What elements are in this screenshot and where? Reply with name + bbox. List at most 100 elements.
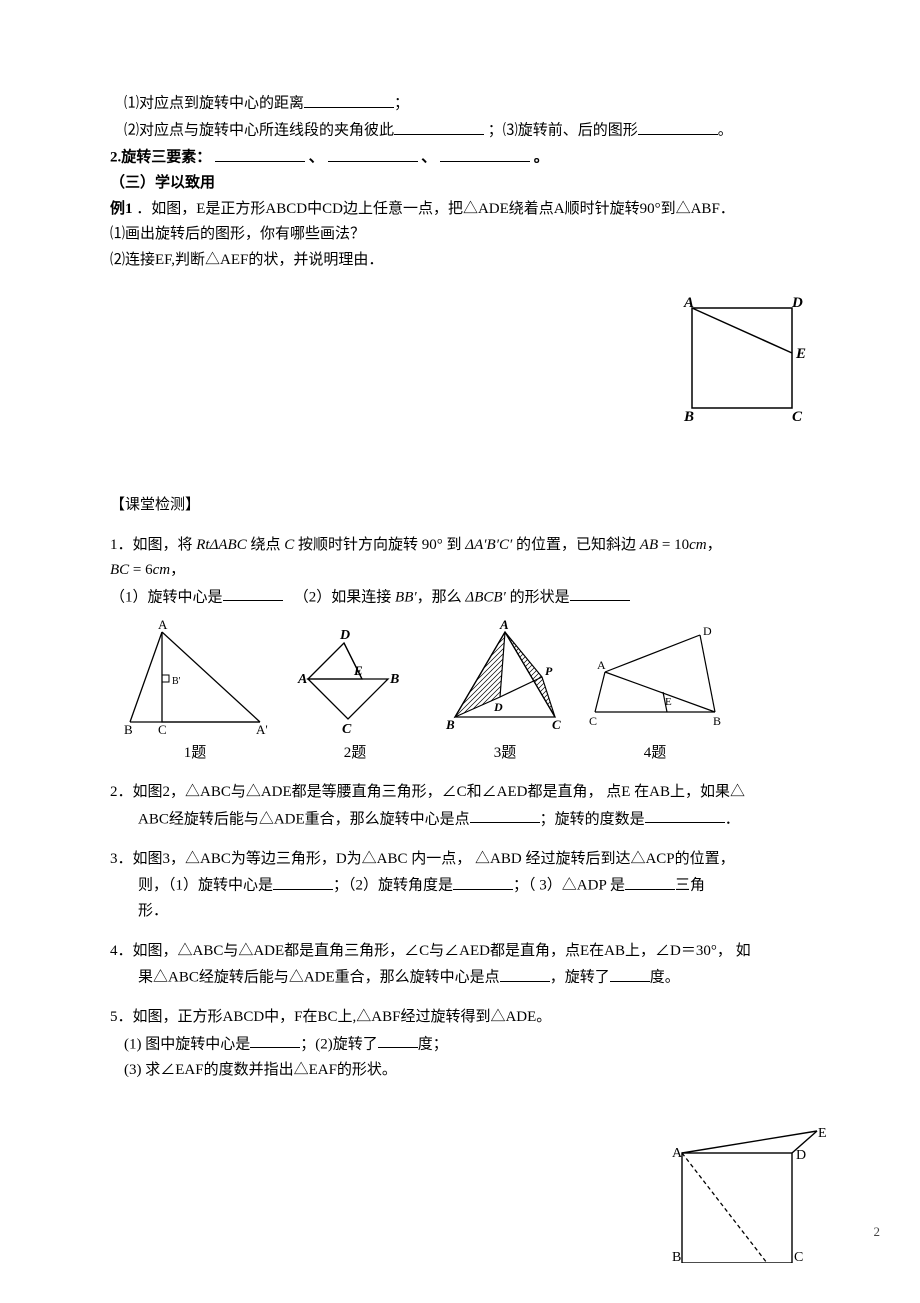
caption-4: 4题 (580, 741, 730, 767)
figure-4: A B C D E (580, 617, 730, 737)
txt: ⑴对应点到旋转中心的距离 (124, 96, 304, 112)
svg-text:P: P (545, 664, 553, 678)
intro-line2: ⑵对应点与旋转中心所连线段的夹角彼此 ；⑶旋转前、后的图形。 (110, 117, 822, 144)
svg-text:A: A (597, 658, 606, 672)
svg-text:C: C (552, 717, 561, 732)
caption-row: 1题 2题 3题 4题 (110, 741, 822, 767)
blank[interactable] (470, 806, 540, 824)
txt: AB = 10cm (640, 537, 707, 553)
intro-line1: ⑴对应点到旋转中心的距离 ； (110, 90, 822, 117)
txt: ． (725, 811, 740, 827)
txt: 到 (443, 537, 466, 553)
txt: 三角 (675, 878, 705, 894)
txt: ．如图，E是正方形ABCD中CD边上任意一点，把△ADE绕着点A顺时针旋转90°… (136, 201, 735, 217)
txt: C (284, 537, 294, 553)
figure-square: A D E B C (110, 293, 812, 433)
caption-3: 3题 (430, 741, 580, 767)
square-svg: A D E B C (672, 293, 812, 433)
txt: 则，（1）旋转中心是 (138, 878, 273, 894)
txt: 果△ABC经旋转后能与△ADE重合，那么旋转中心是点 (138, 970, 500, 986)
label-E: E (818, 1126, 827, 1141)
blank[interactable] (625, 872, 675, 890)
txt: ΔA′B′C′ (465, 537, 512, 553)
txt: 3．如图3，△ABC为等边三角形，D为△ABC 内一点， △ABD 经过旋转后到… (110, 851, 735, 867)
caption-2: 2题 (280, 741, 430, 767)
blank[interactable] (570, 584, 630, 602)
blank[interactable] (500, 964, 550, 982)
figure-q5: A D E C B (110, 1123, 832, 1263)
txt: 度。 (650, 970, 680, 986)
figure-3: A B C D P (430, 617, 580, 737)
blank[interactable] (440, 144, 530, 162)
blank[interactable] (638, 117, 718, 135)
txt: ； (394, 96, 409, 112)
txt: 2.旋转三要素： (110, 150, 211, 166)
blank[interactable] (223, 584, 283, 602)
txt: (3) 求∠EAF的度数并指出△EAF的形状。 (124, 1062, 397, 1078)
label-D: D (796, 1148, 806, 1163)
txt: 4．如图，△ABC与△ADE都是直角三角形，∠C与∠AED都是直角，点E在AB上… (110, 943, 751, 959)
txt: 90° (422, 537, 443, 553)
txt: ；(2)旋转了 (300, 1036, 378, 1052)
blank[interactable] (215, 144, 305, 162)
blank[interactable] (273, 872, 333, 890)
svg-text:C: C (342, 722, 352, 737)
txt: （2）如果连接 (294, 589, 395, 605)
blank[interactable] (610, 964, 650, 982)
svg-text:E: E (353, 663, 363, 678)
figures-row: A B C A' B' A B C D E (110, 617, 822, 737)
txt: BC = 6cm (110, 562, 170, 578)
svg-text:D: D (339, 628, 350, 643)
txt: ；（ 3）△ADP 是 (513, 878, 625, 894)
txt: ， (170, 562, 185, 578)
blank[interactable] (378, 1031, 418, 1049)
spacer (110, 433, 822, 493)
svg-text:B: B (713, 714, 721, 728)
txt: BB′ (395, 589, 417, 605)
class-check-heading: 【课堂检测】 (110, 493, 822, 519)
svg-text:D: D (493, 700, 503, 714)
txt: 绕点 (247, 537, 285, 553)
svg-text:A': A' (256, 722, 268, 737)
svg-text:A: A (158, 617, 168, 632)
label-A: A (683, 295, 694, 311)
q5: 5．如图，正方形ABCD中，F在BC上,△ABF经过旋转得到△ADE。 (1) … (110, 1005, 822, 1083)
label-B: B (672, 1250, 681, 1263)
blank[interactable] (304, 90, 394, 108)
txt: 。 (534, 150, 549, 166)
txt: ， (707, 537, 722, 553)
txt: 度； (418, 1036, 448, 1052)
caption-1: 1题 (110, 741, 280, 767)
page-number: 2 (874, 1221, 881, 1243)
txt: （1）旋转中心是 (110, 589, 223, 605)
txt: 5．如图，正方形ABCD中，F在BC上,△ABF经过旋转得到△ADE。 (110, 1009, 551, 1025)
txt: ⑵对应点与旋转中心所连线段的夹角彼此 (124, 123, 394, 139)
txt: 的位置，已知斜边 (512, 537, 640, 553)
intro-line3: 2.旋转三要素： 、 、 。 (110, 144, 822, 171)
blank[interactable] (394, 117, 484, 135)
example1-line3: ⑵连接EF,判断△AEF的状，并说明理由． (110, 248, 822, 274)
txt: ；⑶旋转前、后的图形 (484, 123, 638, 139)
blank[interactable] (645, 806, 725, 824)
blank[interactable] (328, 144, 418, 162)
blank[interactable] (250, 1031, 300, 1049)
txt: 、 (421, 150, 436, 166)
svg-text:E: E (665, 696, 672, 708)
txt: 形． (138, 903, 168, 919)
txt: ΔBCB′ (465, 589, 505, 605)
label-C: C (794, 1250, 803, 1263)
svg-text:B: B (124, 722, 133, 737)
txt: 、 (309, 150, 324, 166)
txt: ，旋转了 (550, 970, 610, 986)
txt: 例1 (110, 201, 136, 217)
svg-text:D: D (703, 624, 712, 638)
txt: 按顺时针方向旋转 (294, 537, 422, 553)
txt: 的形状是 (506, 589, 570, 605)
svg-text:A: A (499, 617, 509, 632)
txt: ABC经旋转后能与△ADE重合，那么旋转中心是点 (138, 811, 470, 827)
blank[interactable] (453, 872, 513, 890)
q5-svg: A D E C B (662, 1123, 832, 1263)
txt: ；旋转的度数是 (540, 811, 645, 827)
svg-text:C: C (158, 722, 167, 737)
label-E: E (795, 346, 806, 362)
